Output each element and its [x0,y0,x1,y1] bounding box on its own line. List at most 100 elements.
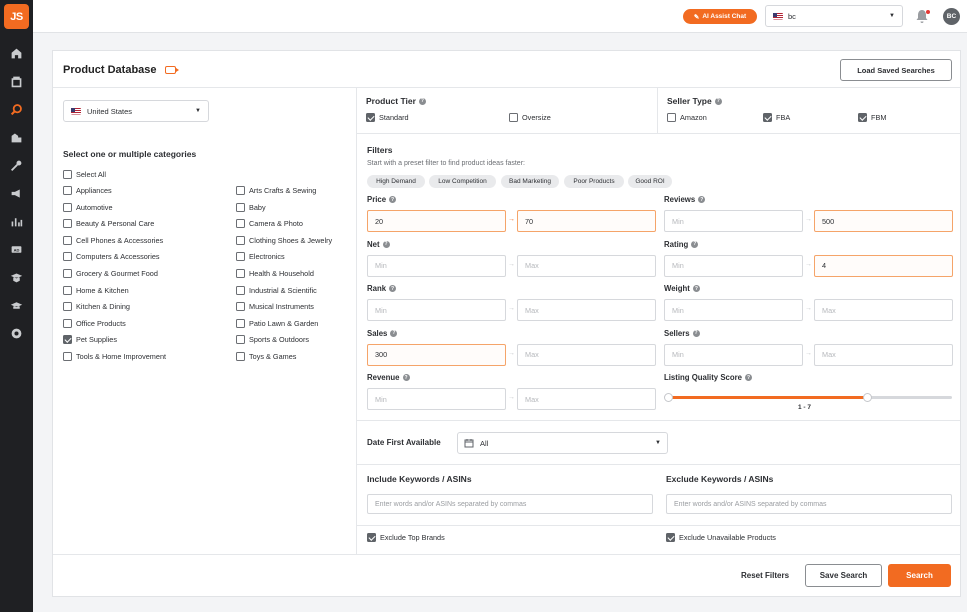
category-checkbox[interactable]: Kitchen & Dining [63,302,130,312]
category-checkbox[interactable]: Pet Supplies [63,335,117,345]
checkbox-box[interactable] [236,352,245,361]
checkbox-box[interactable] [509,113,518,122]
checkbox-box[interactable] [236,202,245,212]
checkbox-box[interactable] [63,235,72,245]
category-checkbox[interactable]: Appliances [63,186,112,195]
category-checkbox[interactable]: Beauty & Personal Care [63,219,154,229]
checkbox-box[interactable] [236,219,245,229]
checkbox-box[interactable] [63,202,72,212]
checkbox-box[interactable] [236,269,245,278]
category-checkbox[interactable]: Toys & Games [236,352,296,361]
price-min-input[interactable]: 20 [367,210,506,232]
info-icon[interactable]: ? [692,285,700,292]
checkbox-box[interactable] [63,335,72,345]
checkbox-box[interactable] [63,318,72,328]
info-icon[interactable]: ? [382,240,390,248]
reviews-min-input[interactable]: Min [664,210,803,232]
checkbox-box[interactable] [63,302,72,312]
user-avatar[interactable]: BC [943,8,960,25]
category-checkbox[interactable]: Clothing Shoes & Jewelry [236,235,332,245]
rating-max-input[interactable]: 4 [814,254,953,277]
info-icon[interactable]: ? [698,196,706,203]
academy-icon[interactable] [0,266,33,288]
weight-min-input[interactable]: Min [664,299,803,321]
academy-cap-icon[interactable] [0,294,33,316]
checkbox-box[interactable] [63,186,72,195]
category-checkbox[interactable]: Home & Kitchen [63,285,129,295]
sales-analytics-icon[interactable] [0,210,33,232]
sales-min-input[interactable]: 300 [367,343,506,366]
info-icon[interactable]: ? [744,374,752,381]
info-icon[interactable]: ? [402,374,410,381]
info-icon[interactable]: ? [691,240,699,248]
checkbox-box[interactable] [63,352,72,361]
info-icon[interactable]: ? [692,329,700,337]
info-icon[interactable]: ? [418,97,426,105]
price-max-input[interactable]: 70 [517,210,656,232]
info-icon[interactable]: ? [390,329,398,337]
checkbox-box[interactable] [63,219,72,229]
category-checkbox[interactable]: Cell Phones & Accessories [63,235,163,245]
opportunity-finder-icon[interactable] [0,126,33,148]
integrations-icon[interactable] [0,322,33,344]
product-database-icon[interactable] [0,98,33,120]
checkbox-box[interactable] [236,335,245,345]
lqs-slider-max-handle[interactable] [862,393,872,402]
rating-min-input[interactable]: Min [664,254,803,277]
rank-max-input[interactable]: Max [517,299,656,321]
category-checkbox[interactable]: Musical Instruments [236,302,314,312]
category-checkbox[interactable]: Health & Household [236,269,314,278]
rank-min-input[interactable]: Min [367,299,506,321]
keyword-scout-icon[interactable] [0,154,33,176]
category-checkbox[interactable]: Automotive [63,202,113,212]
category-checkbox[interactable]: Sports & Outdoors [236,335,309,345]
preset-poor-products[interactable]: Poor Products [564,175,624,188]
checkbox-box[interactable] [63,285,72,295]
sellers-max-input[interactable]: Max [814,343,953,366]
category-checkbox[interactable]: Industrial & Scientific [236,285,317,295]
checkbox-box[interactable] [236,285,245,295]
category-checkbox[interactable]: Computers & Accessories [63,252,160,262]
checkbox-box[interactable] [366,113,375,122]
save-search-button[interactable]: Save Search [805,564,882,587]
checkbox-box[interactable] [667,113,676,122]
preset-low-competition[interactable]: Low Competition [429,175,496,188]
checkbox-box[interactable] [858,113,867,122]
category-checkbox[interactable]: Camera & Photo [236,219,303,229]
revenue-max-input[interactable]: Max [517,388,656,410]
category-checkbox[interactable]: Electronics [236,252,285,262]
home-icon[interactable] [0,42,33,64]
sellers-min-input[interactable]: Min [664,343,803,366]
net-min-input[interactable]: Min [367,254,506,277]
info-icon[interactable]: ? [389,285,397,292]
checkbox-box[interactable] [367,533,376,542]
checkbox-box[interactable] [236,235,245,245]
advertising-icon[interactable]: AD [0,238,33,260]
exclude-top-brands-checkbox[interactable]: Exclude Top Brands [367,533,445,542]
seller-fba-checkbox[interactable]: FBA [763,113,790,122]
seller-fbm-checkbox[interactable]: FBM [858,113,886,122]
ai-assist-chat-button[interactable]: ✎ AI Assist Chat [683,9,757,24]
promotions-icon[interactable] [0,182,33,204]
lqs-slider[interactable] [664,393,952,402]
net-max-input[interactable]: Max [517,254,656,277]
category-checkbox[interactable]: Baby [236,202,266,212]
preset-bad-marketing[interactable]: Bad Marketing [501,175,559,188]
info-icon[interactable]: ? [389,196,397,203]
category-checkbox[interactable]: Tools & Home Improvement [63,352,166,361]
search-button[interactable]: Search [888,564,951,587]
tier-oversize-checkbox[interactable]: Oversize [509,113,551,122]
info-icon[interactable]: ? [714,97,722,105]
preset-high-demand[interactable]: High Demand [367,175,425,188]
category-checkbox[interactable]: Arts Crafts & Sewing [236,186,316,195]
reviews-max-input[interactable]: 500 [814,210,953,232]
tier-standard-checkbox[interactable]: Standard [366,113,409,122]
exclude-unavailable-checkbox[interactable]: Exclude Unavailable Products [666,533,776,542]
checkbox-box[interactable] [236,252,245,262]
video-camera-icon[interactable] [164,66,179,74]
category-checkbox[interactable]: Patio Lawn & Garden [236,318,318,328]
checkbox-box[interactable] [63,170,72,179]
exclude-keywords-input[interactable]: Enter words and/or ASINS separated by co… [666,494,952,514]
select-all-checkbox[interactable]: Select All [63,170,106,179]
checkbox-box[interactable] [236,302,245,312]
